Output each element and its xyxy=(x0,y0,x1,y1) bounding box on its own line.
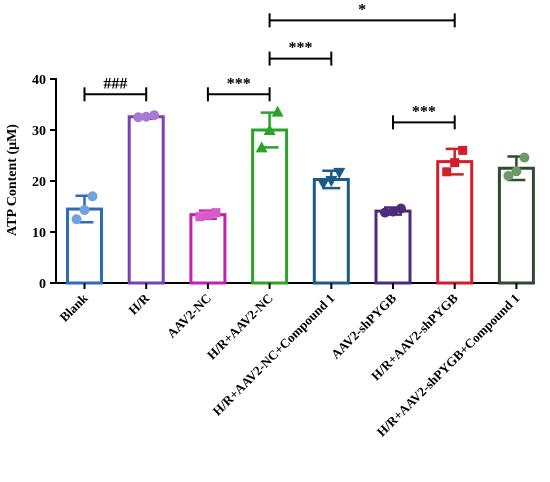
significance-label: ### xyxy=(103,75,127,92)
bar xyxy=(251,128,289,285)
data-point xyxy=(519,152,530,163)
data-point xyxy=(133,112,144,123)
y-tick-label: 10 xyxy=(32,226,46,241)
significance-label: * xyxy=(358,1,366,18)
data-point xyxy=(203,210,213,220)
bar xyxy=(436,160,474,285)
bar xyxy=(497,166,535,285)
data-point xyxy=(380,207,390,218)
significance-label: *** xyxy=(227,75,251,92)
data-point xyxy=(442,167,452,177)
x-tick-label: AAV2-NC xyxy=(164,291,214,341)
bar xyxy=(374,209,412,285)
data-point xyxy=(149,110,160,121)
data-point xyxy=(263,124,276,135)
data-point xyxy=(333,167,346,179)
x-tick-label: H/R xyxy=(125,290,152,317)
y-axis-label: ATP Content (μM) xyxy=(5,124,20,236)
data-point xyxy=(450,158,460,168)
x-tick-label: Blank xyxy=(57,290,92,325)
y-tick-label: 40 xyxy=(32,73,46,88)
data-point xyxy=(79,205,90,216)
data-point xyxy=(503,170,514,181)
data-point xyxy=(325,176,338,187)
bar xyxy=(127,115,165,285)
y-tick-label: 30 xyxy=(32,124,46,139)
data-point xyxy=(388,206,398,217)
x-tick-label: H/R+AAV2-NC+Compound 1 xyxy=(209,291,337,419)
y-tick-label: 20 xyxy=(32,175,46,190)
data-point xyxy=(396,203,406,214)
data-point xyxy=(255,141,268,153)
data-point xyxy=(211,208,221,218)
bar xyxy=(189,213,227,285)
y-tick-label: 0 xyxy=(39,277,46,292)
bar xyxy=(312,177,350,285)
data-point xyxy=(271,105,284,117)
data-point xyxy=(87,191,98,202)
data-point xyxy=(71,214,82,225)
significance-label: *** xyxy=(412,103,436,120)
data-point xyxy=(195,212,205,222)
data-point xyxy=(141,111,152,122)
significance-label: *** xyxy=(288,40,312,57)
data-point xyxy=(458,145,468,155)
data-point xyxy=(511,166,522,177)
data-point xyxy=(317,179,330,191)
